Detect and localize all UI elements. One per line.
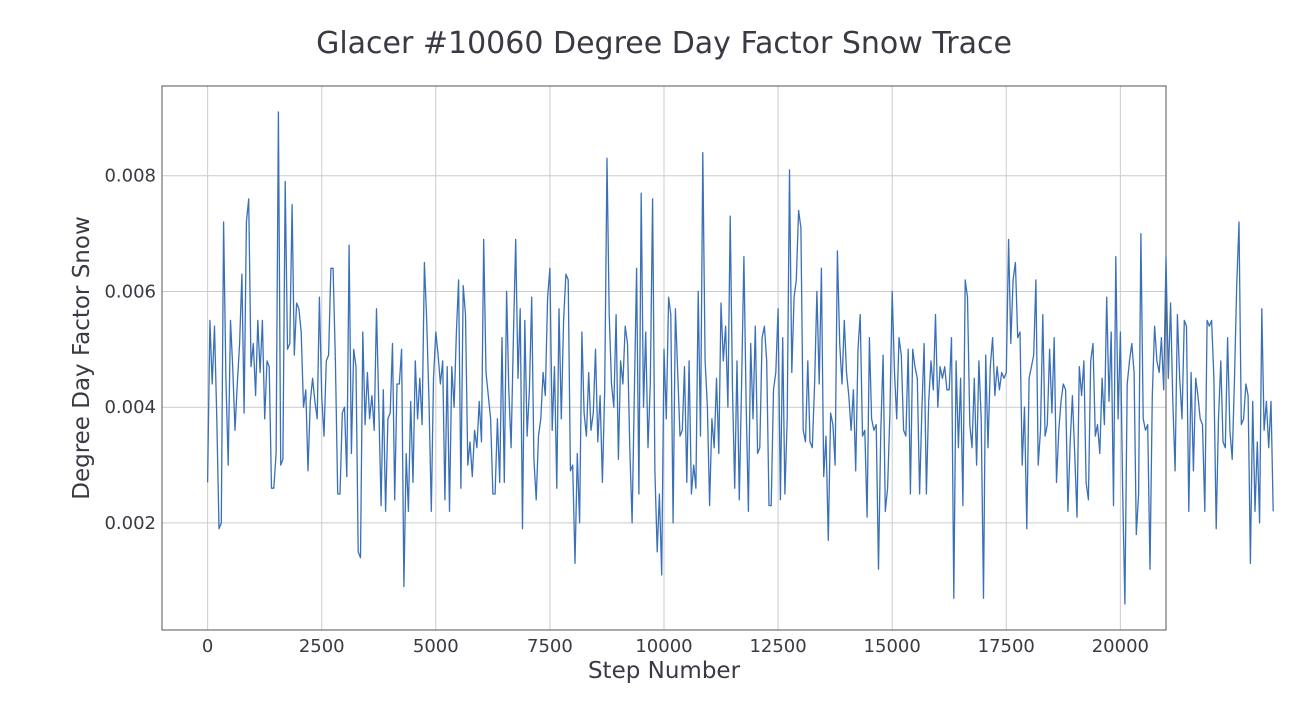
x-tick-label: 12500 bbox=[749, 636, 806, 657]
y-tick-label: 0.008 bbox=[104, 166, 156, 187]
chart-title: Glacer #10060 Degree Day Factor Snow Tra… bbox=[316, 26, 1012, 61]
y-axis-label: Degree Day Factor Snow bbox=[69, 216, 95, 500]
series-line-trace bbox=[206, 111, 1274, 605]
x-tick-label: 20000 bbox=[1092, 636, 1149, 657]
x-tick-label: 5000 bbox=[413, 636, 459, 657]
y-tick-label: 0.002 bbox=[104, 513, 156, 534]
x-tick-label: 17500 bbox=[978, 636, 1035, 657]
ticks: 0 2500 5000 7500 10000 12500 15000 17500 20000 0.… bbox=[104, 166, 1149, 657]
x-axis-label: Step Number bbox=[588, 658, 741, 684]
x-tick-label: 7500 bbox=[527, 636, 573, 657]
x-tick-label: 0 bbox=[202, 636, 213, 657]
x-tick-label: 2500 bbox=[299, 636, 345, 657]
y-tick-label: 0.006 bbox=[104, 281, 156, 302]
x-tick-label: 10000 bbox=[635, 636, 692, 657]
x-tick-label: 15000 bbox=[864, 636, 921, 657]
y-tick-label: 0.004 bbox=[104, 397, 156, 418]
plot-area-frame bbox=[161, 85, 1167, 631]
